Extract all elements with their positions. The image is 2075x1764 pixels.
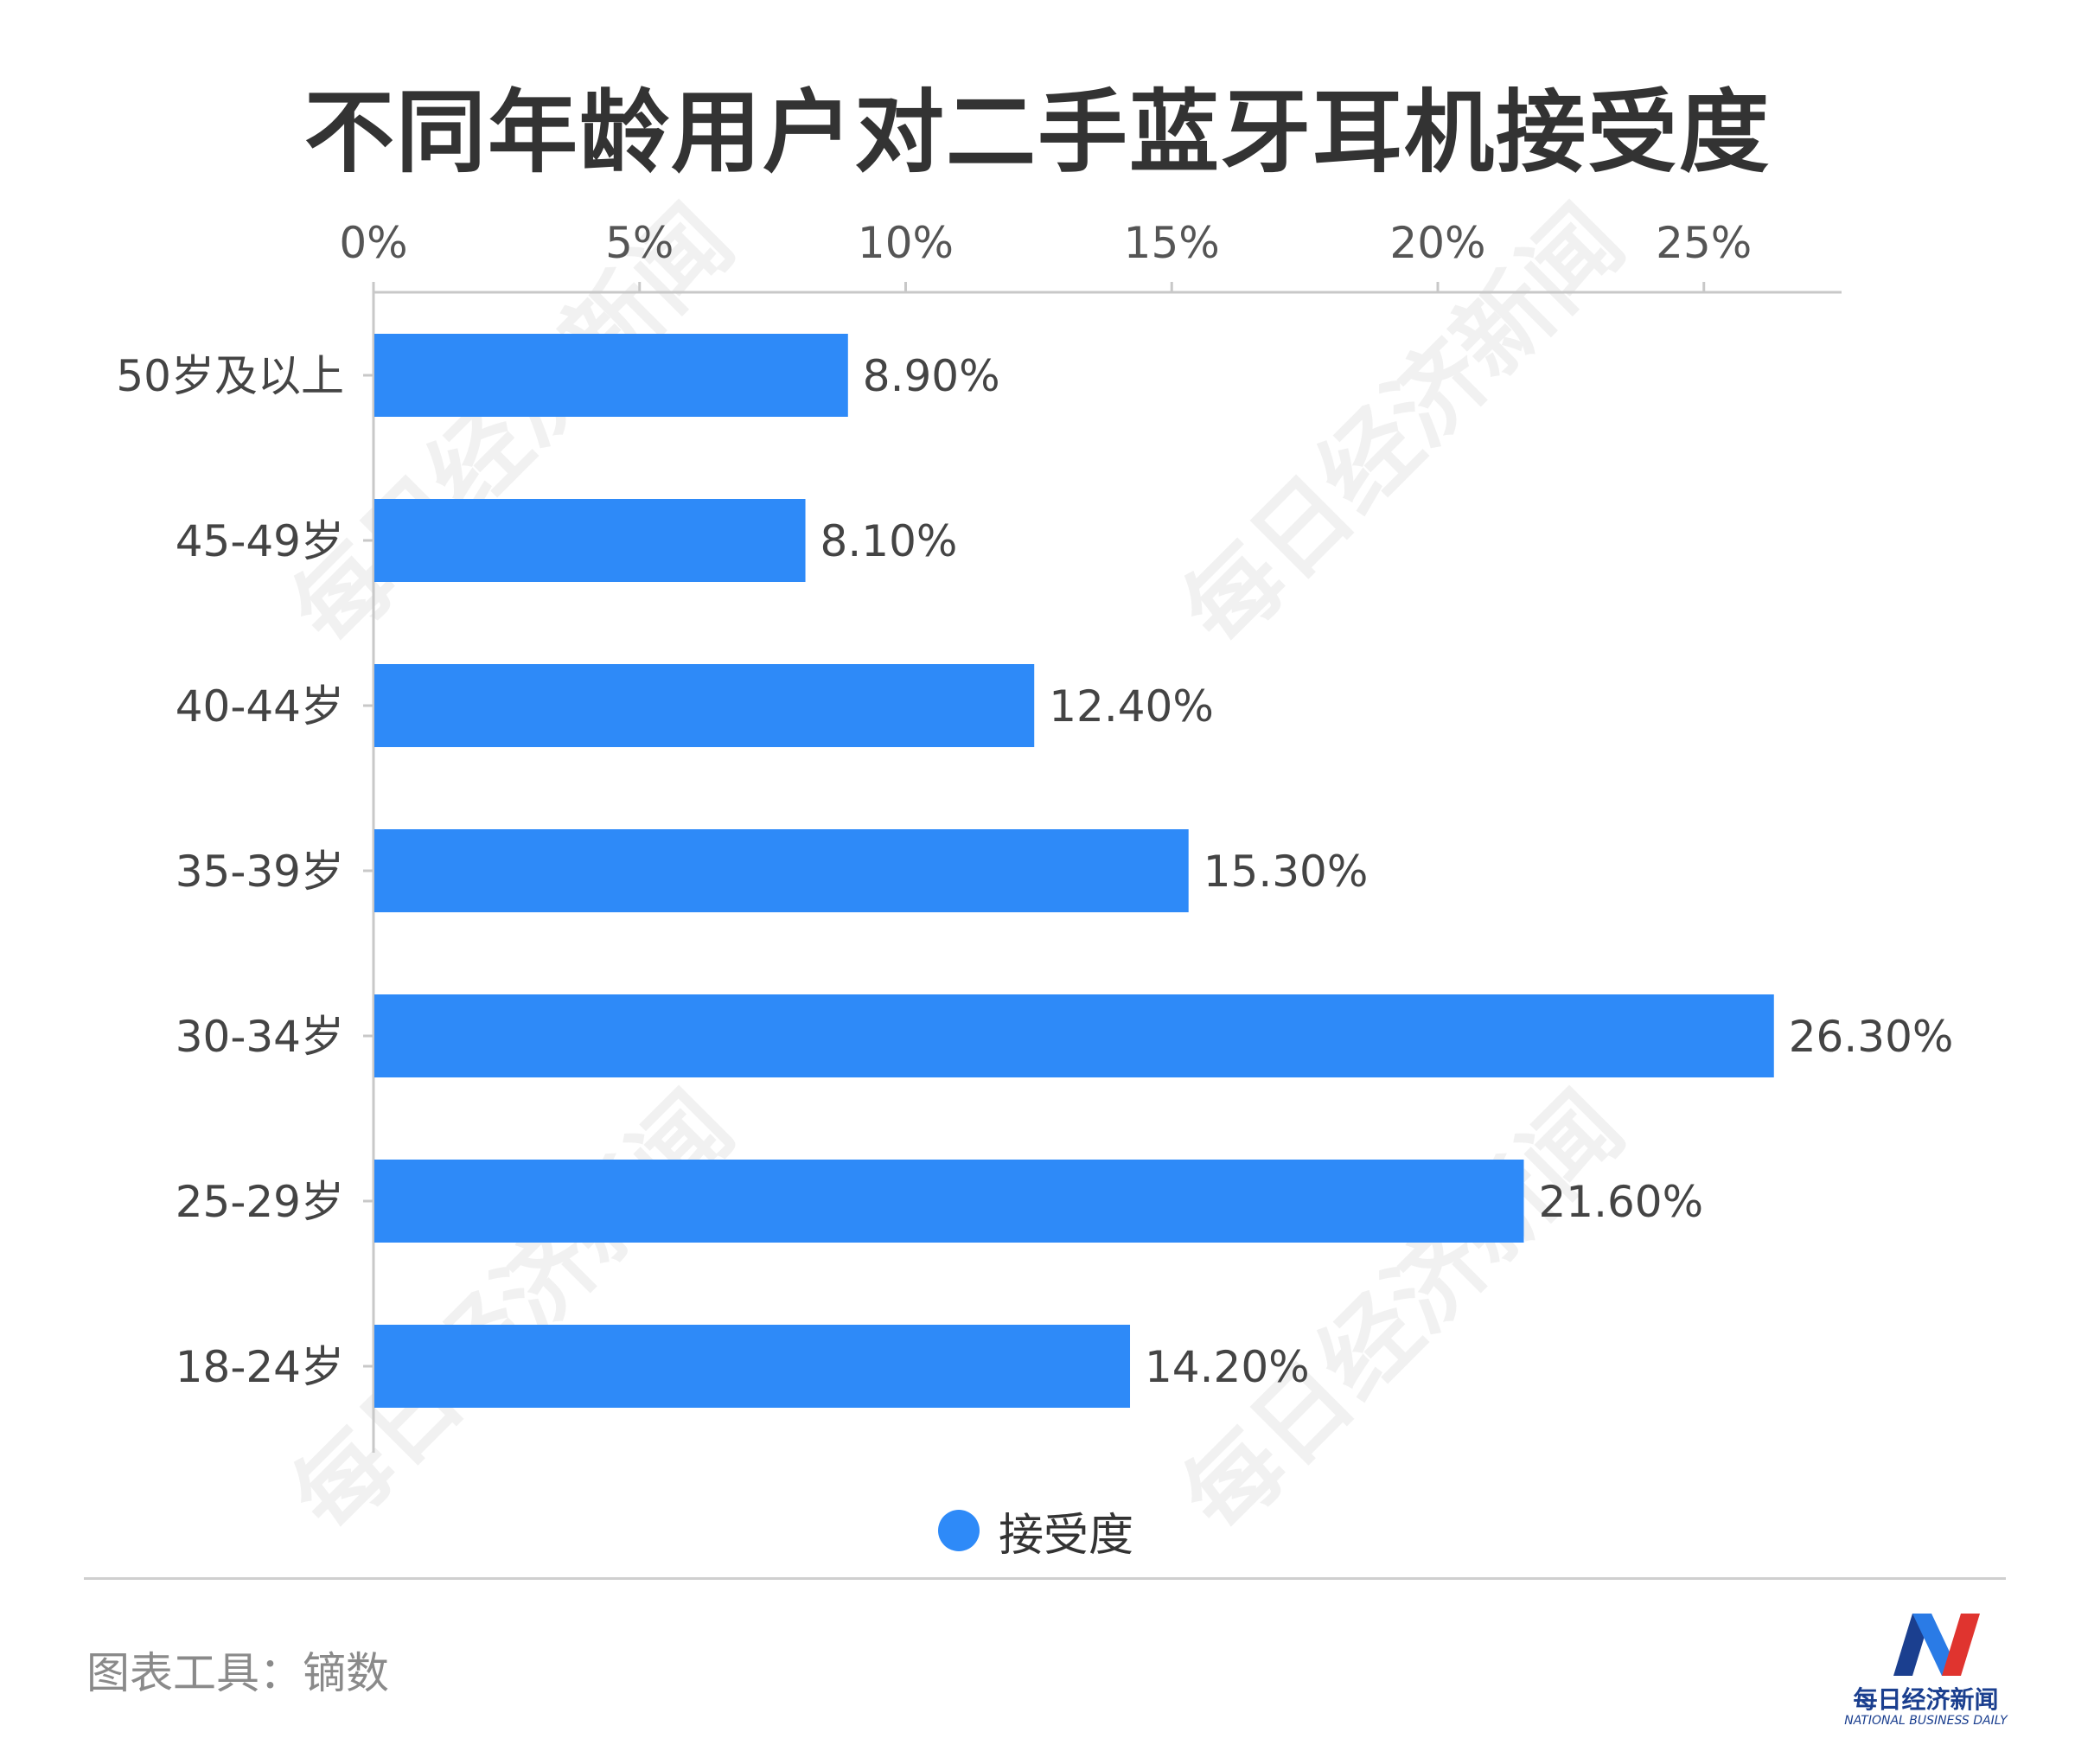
legend-swatch — [938, 1510, 980, 1551]
data-label: 14.20% — [1145, 1342, 1310, 1392]
y-tick-label: 45-49岁 — [176, 516, 344, 566]
y-tick-label: 40-44岁 — [176, 681, 344, 732]
data-label: 21.60% — [1538, 1177, 1703, 1227]
bar — [374, 1160, 1524, 1243]
axes: 0% 5% 10% 15% 20% 25% 50岁及以上 45-49岁 40-44岁 35-39岁… — [116, 218, 1842, 1453]
x-tick-label: 15% — [1124, 218, 1220, 268]
bar — [374, 994, 1774, 1077]
bar — [374, 334, 848, 417]
data-label: 15.30% — [1204, 847, 1369, 897]
y-tick-label: 18-24岁 — [176, 1342, 344, 1392]
logo-cn-text: 每日经济新闻 — [1853, 1685, 1999, 1714]
legend: 接受度 — [938, 1500, 1134, 1562]
bar — [374, 664, 1035, 747]
chart-title: 不同年龄用户对二手蓝牙耳机接受度 — [303, 80, 1771, 185]
y-tick-label: 50岁及以上 — [116, 351, 344, 401]
y-tick-label: 30-34岁 — [176, 1012, 344, 1062]
bar — [374, 499, 806, 582]
x-tick-label: 20% — [1389, 218, 1485, 268]
nbd-logo: 每日经济新闻 NATIONAL BUSINESS DAILY — [1842, 1608, 2008, 1729]
nbd-logo-mark — [1893, 1614, 1980, 1676]
data-label: 8.10% — [820, 516, 958, 566]
bar — [374, 1325, 1131, 1408]
watermark-2: 每日经济新闻 — [271, 1071, 754, 1554]
logo-en-text: NATIONAL BUSINESS DAILY — [1844, 1714, 2008, 1728]
x-tick-label: 25% — [1656, 218, 1752, 268]
legend-label: 接受度 — [999, 1509, 1134, 1562]
x-tick-label: 0% — [339, 218, 407, 268]
data-label: 12.40% — [1049, 681, 1214, 732]
bar — [374, 829, 1189, 912]
watermark-3: 每日经济新闻 — [1162, 1071, 1644, 1554]
y-tick-label: 35-39岁 — [176, 847, 344, 897]
bars: 8.90% 8.10% 12.40% 15.30% 26.30% 21.60% 14.20% — [374, 334, 1953, 1408]
x-tick-label: 10% — [858, 218, 954, 268]
x-tick-label: 5% — [605, 218, 674, 268]
data-label: 8.90% — [863, 351, 1000, 401]
source-note: 图表工具：镝数 — [86, 1648, 389, 1698]
data-label: 26.30% — [1789, 1012, 1954, 1062]
y-tick-label: 25-29岁 — [176, 1177, 344, 1227]
footer-divider — [84, 1577, 2006, 1580]
